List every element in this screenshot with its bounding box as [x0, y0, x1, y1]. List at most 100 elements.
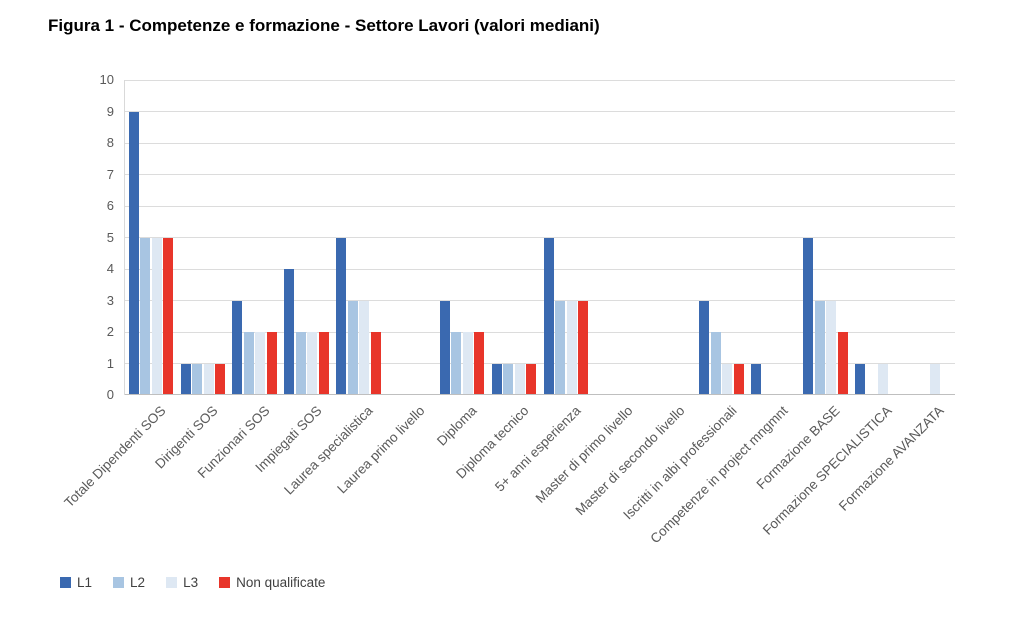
gridline [125, 268, 955, 270]
y-tick-label: 6 [106, 198, 114, 213]
bar-group [177, 80, 229, 395]
legend-label: L2 [130, 575, 146, 590]
bar-l1 [232, 300, 243, 395]
bar-l3 [722, 363, 733, 395]
bar-non-qualificate [318, 332, 329, 395]
legend-item: L2 [113, 575, 145, 590]
bar-group [592, 80, 644, 395]
legend-swatch-icon [166, 577, 178, 588]
legend-item: Non qualificate [219, 575, 325, 590]
y-tick-label: 10 [99, 72, 114, 87]
bar-l3 [151, 237, 162, 395]
y-tick-label: 5 [106, 229, 114, 245]
bar-l2 [814, 300, 825, 395]
bar-l1 [699, 300, 710, 395]
bar-group [384, 80, 436, 395]
bar-l2 [555, 300, 566, 395]
legend-label: Non qualificate [236, 575, 326, 590]
bar-l2 [192, 363, 203, 395]
legend-label: L3 [183, 575, 199, 590]
legend-swatch-icon [219, 577, 231, 588]
bar-group [696, 80, 748, 395]
bar-group [748, 80, 800, 395]
gridline [125, 205, 955, 207]
bar-group [281, 80, 333, 395]
bar-non-qualificate [266, 332, 277, 395]
bar-l1 [284, 269, 295, 395]
bar-group [333, 80, 385, 395]
y-tick-label: 7 [106, 166, 114, 182]
bar-l3 [877, 363, 888, 395]
bar-group [488, 80, 540, 395]
y-tick-label: 3 [106, 292, 114, 308]
bar-group [851, 80, 903, 395]
bar-l1 [803, 237, 814, 395]
bar-non-qualificate [733, 363, 744, 395]
y-tick-label: 8 [106, 135, 114, 150]
legend-label: L1 [77, 575, 93, 590]
bar-non-qualificate [163, 237, 174, 395]
x-axis-line [125, 394, 955, 395]
legend-swatch-icon [60, 577, 71, 588]
y-tick-label: 0 [106, 387, 114, 402]
bar-l1 [751, 363, 762, 395]
bar-l1 [543, 237, 554, 395]
bar-group [125, 80, 177, 395]
bar-l2 [347, 300, 358, 395]
bar-l1 [854, 363, 865, 395]
bar-group [436, 80, 488, 395]
bar-non-qualificate [370, 332, 381, 395]
chart-title: Figura 1 - Competenze e formazione - Set… [48, 16, 600, 35]
bar-l3 [462, 332, 473, 395]
bar-l1 [128, 111, 139, 395]
bar-l3 [203, 363, 214, 395]
bar-l3 [307, 332, 318, 395]
bar-l2 [710, 332, 721, 395]
chart-legend: L1 L2 L3 Non qualificate [60, 575, 325, 590]
bar-group [229, 80, 281, 395]
gridline [125, 142, 955, 144]
x-tick-label: Totale Dipendenti SOS [61, 403, 169, 511]
gridline [125, 237, 955, 238]
bar-non-qualificate [578, 300, 589, 395]
gridline [125, 300, 955, 301]
bar-group [903, 80, 955, 395]
y-tick-label: 9 [106, 103, 114, 119]
bar-l1 [439, 300, 450, 395]
y-tick-label: 4 [106, 261, 114, 276]
bar-non-qualificate [837, 332, 848, 395]
bar-l3 [359, 300, 370, 395]
gridline [125, 111, 955, 112]
bar-group [540, 80, 592, 395]
bar-l2 [140, 237, 151, 395]
bar-group [644, 80, 696, 395]
bar-l3 [826, 300, 837, 395]
bar-non-qualificate [526, 363, 537, 395]
bar-l2 [503, 363, 514, 395]
bar-group [799, 80, 851, 395]
bar-l3 [514, 363, 525, 395]
y-tick-label: 2 [106, 324, 114, 339]
bar-non-qualificate [474, 332, 485, 395]
bar-l3 [929, 363, 940, 395]
bar-l2 [243, 332, 254, 395]
y-axis-line [124, 80, 125, 395]
bar-l3 [566, 300, 577, 395]
bar-l2 [451, 332, 462, 395]
bar-l3 [255, 332, 266, 395]
bar-l1 [180, 363, 191, 395]
legend-item: L3 [166, 575, 198, 590]
bar-l1 [336, 237, 347, 395]
y-tick-label: 1 [106, 355, 114, 371]
bar-l2 [295, 332, 306, 395]
gridline [125, 174, 955, 175]
plot-area [124, 79, 955, 395]
bar-non-qualificate [215, 363, 226, 395]
legend-swatch-icon [113, 577, 125, 588]
gridline [125, 79, 955, 81]
gridline [125, 331, 955, 333]
gridline [125, 363, 955, 364]
legend-item: L1 [60, 575, 92, 590]
bar-l1 [491, 363, 502, 395]
